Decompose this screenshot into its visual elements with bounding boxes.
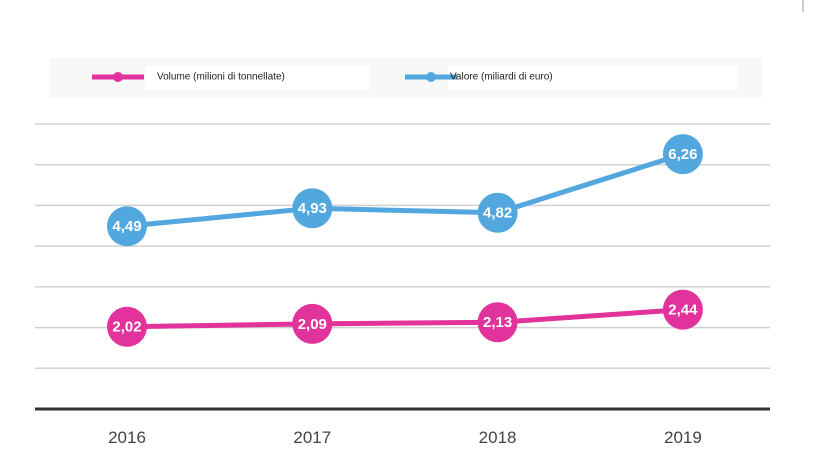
data-point (107, 306, 147, 347)
data-point (477, 192, 518, 233)
data-point (107, 206, 147, 247)
data-label: 4,93 (298, 200, 327, 217)
legend-marker (426, 72, 436, 82)
series-line (126, 307, 684, 330)
data-label: 6,26 (668, 146, 697, 163)
legend-label: Volume (milioni di tonnellate) (157, 72, 285, 83)
data-point (662, 134, 703, 175)
x-tick-label: 2016 (108, 428, 146, 447)
data-label: 2,44 (668, 302, 698, 319)
legend-box (145, 66, 370, 90)
legend-label: Valore (miliardi di euro) (450, 72, 553, 83)
data-label: 2,09 (298, 316, 327, 333)
data-label: 4,82 (483, 205, 512, 222)
data-point (292, 188, 333, 229)
x-tick-label: 2018 (479, 428, 517, 447)
data-point (477, 302, 518, 343)
x-tick-label: 2019 (664, 428, 702, 447)
data-label: 4,49 (112, 218, 141, 235)
series-line (126, 151, 684, 229)
legend-box (448, 66, 738, 90)
data-point (292, 303, 333, 344)
x-tick-label: 2017 (293, 428, 331, 447)
legend-marker (113, 72, 123, 82)
data-label: 2,13 (483, 314, 512, 331)
data-label: 2,02 (112, 319, 141, 336)
data-point (662, 289, 703, 330)
